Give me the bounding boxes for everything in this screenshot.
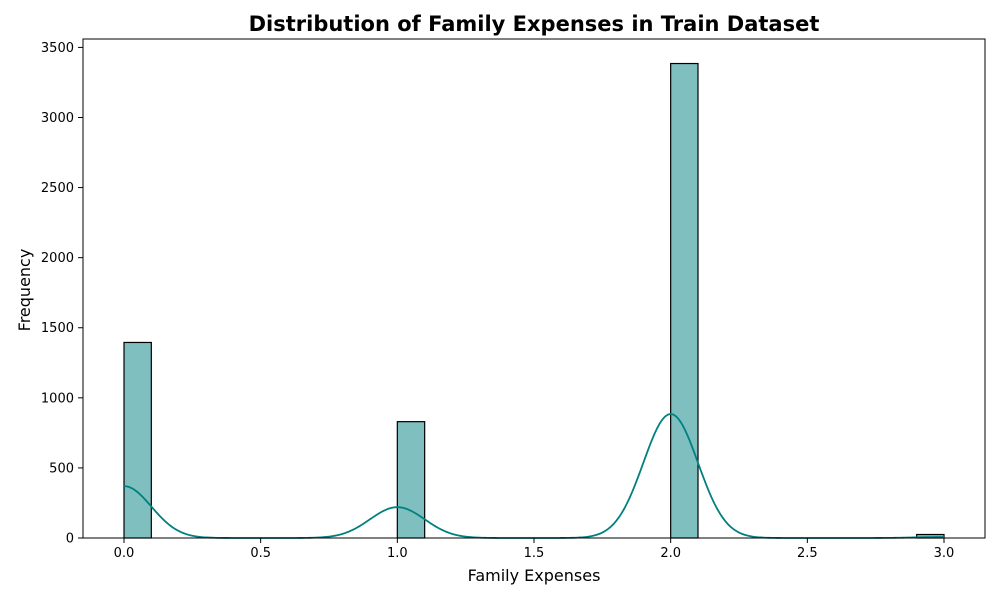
y-axis-label: Frequency [15, 249, 34, 332]
y-tick-label: 500 [49, 461, 74, 476]
x-tick-label: 0.0 [114, 546, 135, 561]
y-tick-label: 1000 [41, 391, 74, 406]
kde-group [123, 413, 944, 539]
y-tick-label: 3500 [41, 41, 74, 56]
y-tick-label: 1500 [41, 321, 74, 336]
x-tick-label: 1.0 [387, 546, 408, 561]
x-tick-label: 2.5 [797, 546, 818, 561]
x-axis-label: Family Expenses [468, 566, 601, 585]
x-tick-label: 3.0 [934, 546, 955, 561]
x-axis-ticks: 0.0 0.5 1.0 1.5 2.0 2.5 3.0 [114, 538, 955, 561]
x-tick-label: 0.5 [250, 546, 271, 561]
y-axis-ticks: 0 500 1000 1500 2000 2500 3000 3500 [41, 41, 83, 547]
y-tick-label: 2500 [41, 181, 74, 196]
histogram-bar-0 [123, 341, 152, 539]
plot-frame [82, 38, 986, 539]
x-tick-label: 2.0 [660, 546, 681, 561]
y-tick-label: 0 [66, 532, 74, 547]
chart-title: Distribution of Family Expenses in Train… [249, 12, 820, 36]
bars-group [123, 62, 945, 539]
kde-curve [123, 413, 944, 539]
histogram-bar-1 [396, 421, 426, 539]
y-tick-label: 2000 [41, 251, 74, 266]
y-tick-label: 3000 [41, 111, 74, 126]
histogram-bar-2 [670, 62, 699, 539]
x-tick-label: 1.5 [524, 546, 545, 561]
